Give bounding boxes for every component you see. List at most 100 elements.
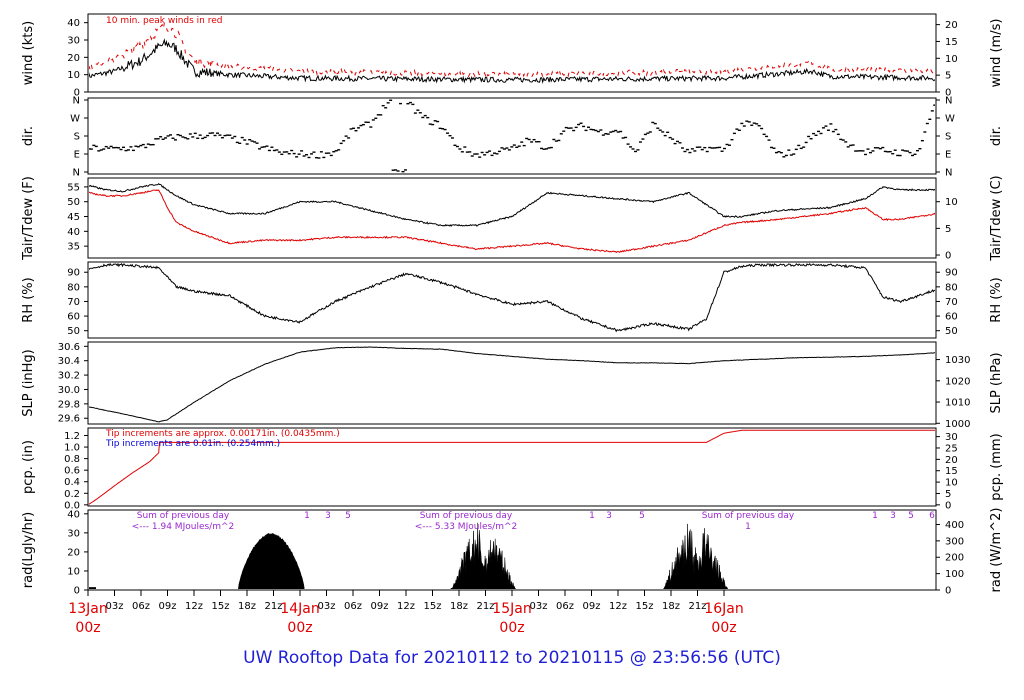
radiation-day-3 (662, 523, 729, 589)
y-tick-label: 30.4 (58, 356, 80, 367)
y-tick-label-right: 0 (945, 251, 951, 262)
y-tick-label: N (73, 168, 80, 179)
wind-annotation: 10 min. peak winds in red (106, 16, 223, 26)
x-tick-label: 03z (106, 601, 124, 612)
series-line-pcp-0 (89, 429, 935, 505)
y-tick-label-right: S (945, 132, 951, 143)
data-group (89, 429, 935, 505)
y-tick-label: 90 (67, 268, 80, 279)
rad-sum-label: Sum of previous day (702, 511, 795, 521)
y-tick-label: 40 (67, 509, 80, 520)
y-tick-label: 20 (67, 547, 80, 558)
y-tick-label-right: 20 (945, 20, 958, 31)
y-tick-label-right: E (945, 150, 951, 161)
panel-frame (87, 177, 937, 259)
y-tick-label: S (74, 132, 80, 143)
y-tick-label: 0 (74, 88, 80, 99)
panel-frame (87, 13, 937, 93)
x-tick-label: 12z (609, 601, 627, 612)
y-tick-label: 40 (67, 227, 80, 238)
y-tick-label-right: 0 (945, 500, 951, 511)
y-tick-label: 20 (67, 53, 80, 64)
y-tick-label: 1.2 (64, 431, 80, 442)
data-group (89, 263, 935, 333)
panel-pcp: pcp. (in) pcp. (mm) (21, 427, 1004, 507)
y-tick-label-right: 90 (945, 268, 958, 279)
panel-frame (87, 341, 937, 425)
y-tick-label-right: 60 (945, 312, 958, 323)
y-tick-label-right: N (945, 96, 952, 107)
y-tick-label-right: 0 (945, 88, 951, 99)
y-tick-label-right: N (945, 168, 952, 179)
rad-hour-marker: 1 (304, 511, 310, 521)
y-tick-label: 80 (67, 282, 80, 293)
panel-wind: wind (kts) wind (m/s) (21, 13, 1004, 93)
panel-rad: rad(Lgly/hr) rad (W/m^2) (21, 508, 1004, 593)
y-tick-label: 0.2 (64, 489, 80, 500)
radiation-early (89, 587, 96, 589)
y-tick-label: 10 (67, 566, 80, 577)
y-tick-label: W (70, 114, 80, 125)
y-tick-label: 1.0 (64, 443, 80, 454)
y-tick-label: 30 (67, 528, 80, 539)
x-major-date-label: 13Jan (68, 601, 107, 617)
series-line-temp-1 (89, 189, 935, 254)
x-tick-label: 18z (450, 601, 468, 612)
rad-sum-value: <--- 1.94 MJoules/m^2 (132, 522, 234, 532)
y-tick-label-right: 200 (945, 553, 964, 564)
rad-hour-marker: 1 (872, 511, 878, 521)
y-axis-label-right: pcp. (mm) (989, 433, 1004, 500)
panel-frame (87, 427, 937, 507)
y-tick-label: 45 (67, 212, 80, 223)
x-tick-label: 18z (662, 601, 680, 612)
y-axis-label-right: RH (%) (989, 277, 1004, 322)
radiation-day-2 (450, 522, 516, 589)
y-tick-label-right: 0 (945, 586, 951, 597)
y-tick-label: 40 (67, 18, 80, 29)
y-tick-label: 0 (74, 586, 80, 597)
rad-hour-marker: 1 (589, 511, 595, 521)
y-tick-label: 55 (67, 182, 80, 193)
x-tick-label: 15z (212, 601, 230, 612)
x-tick-label: 06z (344, 601, 362, 612)
x-major-hour-label: 00z (711, 620, 736, 636)
y-tick-label-right: W (945, 114, 955, 125)
radiation-day-1 (238, 532, 305, 589)
x-tick-label: 09z (583, 601, 601, 612)
pcp-annotation-red: Tip increments are approx. 0.00171in. (0… (105, 429, 340, 439)
series-line-wind-0 (89, 38, 935, 84)
y-axis-label: RH (%) (21, 277, 36, 322)
x-tick-label: 18z (238, 601, 256, 612)
y-tick-label-right: 1030 (945, 355, 970, 366)
y-tick-label-right: 1000 (945, 419, 970, 430)
y-tick-label: N (73, 96, 80, 107)
y-tick-label-right: 1020 (945, 376, 970, 387)
y-axis-label: Tair/Tdew (F) (21, 176, 36, 261)
panel-temp: Tair/Tdew (F) Tair/Tdew (C) (21, 175, 1004, 261)
y-tick-label-right: 50 (945, 326, 958, 337)
y-tick-label-right: 10 (945, 478, 958, 489)
y-tick-label: E (74, 150, 80, 161)
data-group (89, 99, 935, 173)
panel-rh: RH (%) RH (%) (21, 261, 1004, 339)
x-tick-label: 12z (185, 601, 203, 612)
y-tick-label-right: 70 (945, 297, 958, 308)
x-major-hour-label: 00z (75, 620, 100, 636)
rad-sum-label: Sum of previous day (137, 511, 230, 521)
rad-sum-value: 1 (745, 522, 751, 532)
x-major-date-label: 16Jan (704, 601, 743, 617)
y-tick-label: 35 (67, 242, 80, 253)
series-line-temp-0 (89, 182, 935, 227)
x-major-date-label: 15Jan (492, 601, 531, 617)
x-tick-label: 15z (424, 601, 442, 612)
y-axis-label: pcp. (in) (21, 440, 36, 494)
y-axis-label-right: wind (m/s) (989, 19, 1004, 88)
x-tick-label: 09z (159, 601, 177, 612)
rad-hour-marker: 3 (890, 511, 896, 521)
y-axis-label-right: Tair/Tdew (C) (989, 175, 1004, 261)
x-major-hour-label: 00z (499, 620, 524, 636)
y-tick-label-right: 15 (945, 37, 958, 48)
data-group (89, 23, 935, 84)
